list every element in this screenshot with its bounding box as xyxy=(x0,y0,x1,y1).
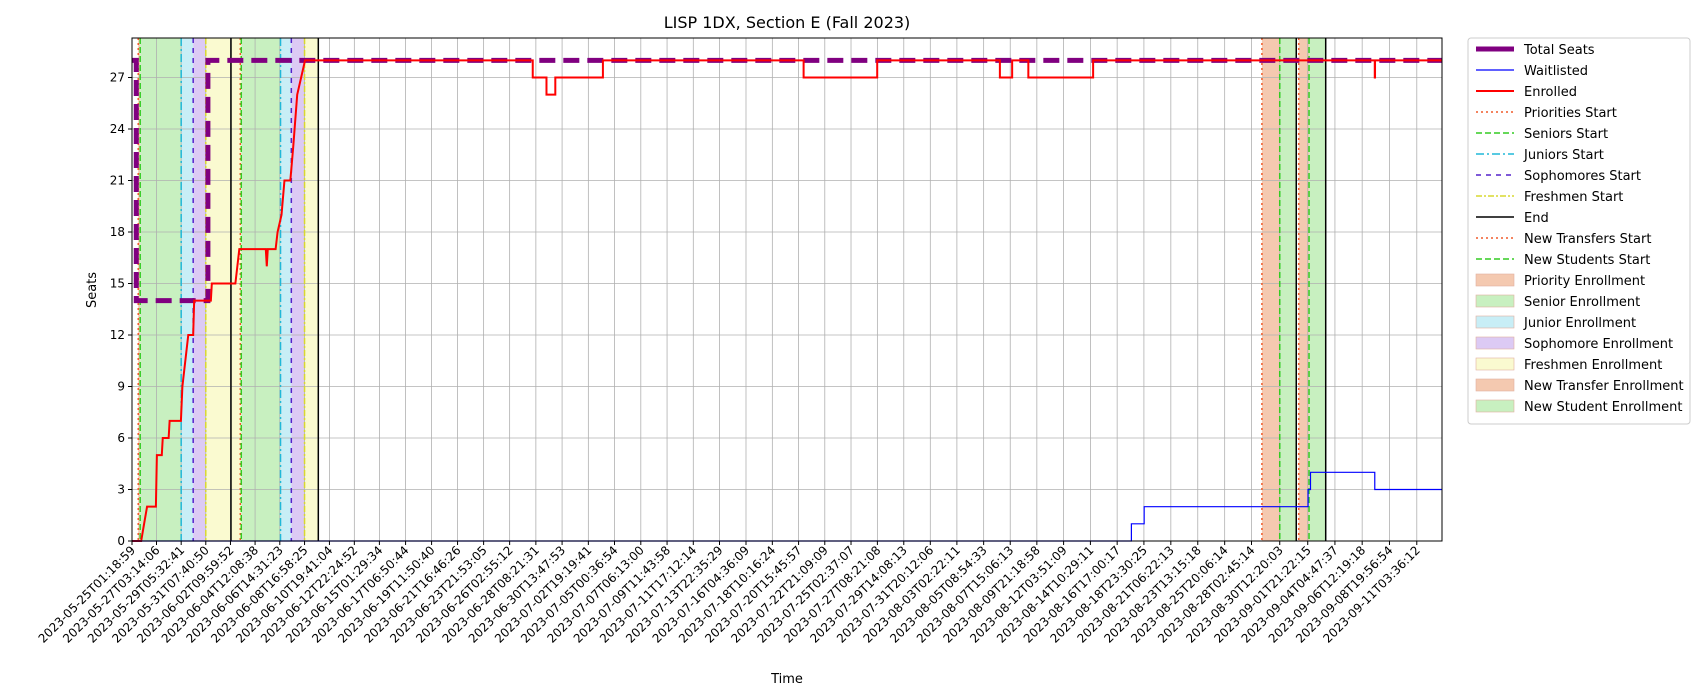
legend-label: Freshmen Enrollment xyxy=(1524,358,1662,373)
axes xyxy=(131,37,1443,542)
phase-band xyxy=(291,38,305,541)
phase-band xyxy=(193,38,206,541)
plot-frame xyxy=(131,37,1443,542)
legend-label: Enrolled xyxy=(1524,85,1577,100)
legend-label: Priorities Start xyxy=(1524,106,1617,121)
y-tick-label: 9 xyxy=(117,379,125,393)
phase-band xyxy=(1261,38,1280,541)
legend-label: Priority Enrollment xyxy=(1524,274,1645,289)
legend-swatch xyxy=(1475,294,1515,308)
phase-band xyxy=(1298,38,1310,541)
y-tick-label: 18 xyxy=(110,225,125,239)
legend-label: Sophomores Start xyxy=(1524,169,1641,184)
y-tick-label: 12 xyxy=(110,328,125,342)
legend-label: New Student Enrollment xyxy=(1524,400,1682,415)
legend-label: Junior Enrollment xyxy=(1523,316,1636,331)
legend-swatch xyxy=(1475,378,1515,392)
y-axis-label: Seats xyxy=(85,272,100,308)
legend-swatch xyxy=(1475,357,1515,371)
legend-box xyxy=(1467,37,1691,425)
legend-label: Seniors Start xyxy=(1524,127,1608,142)
plot-area xyxy=(132,38,1442,541)
y-tick-label: 24 xyxy=(110,122,125,136)
y-ticks: 0 3 6 9 12 15 18 21 24 27 xyxy=(110,70,132,548)
phase-band xyxy=(140,38,182,541)
y-tick-label: 27 xyxy=(110,70,125,84)
legend-label: New Transfers Start xyxy=(1524,232,1651,247)
legend-label: New Students Start xyxy=(1524,253,1650,268)
legend-label: End xyxy=(1524,211,1549,226)
phase-bands xyxy=(138,38,1326,541)
legend-label: Sophomore Enrollment xyxy=(1524,337,1673,352)
series-waitlisted xyxy=(132,471,1442,542)
phase-band xyxy=(230,38,242,541)
y-tick-label: 6 xyxy=(117,431,125,445)
chart-title: LISP 1DX, Section E (Fall 2023) xyxy=(664,13,911,32)
legend-label: New Transfer Enrollment xyxy=(1524,379,1684,394)
x-axis-label: Time xyxy=(770,672,803,687)
legend-label: Juniors Start xyxy=(1523,148,1604,163)
phase-band xyxy=(280,38,292,541)
series-total-seats xyxy=(132,57,1442,304)
phase-band xyxy=(1279,38,1297,541)
y-tick-label: 3 xyxy=(117,482,125,496)
legend-swatch xyxy=(1475,399,1515,413)
legend-label: Waitlisted xyxy=(1524,64,1588,79)
legend-label: Total Seats xyxy=(1523,43,1595,58)
phase-band xyxy=(304,38,319,541)
legend-swatch xyxy=(1475,315,1515,329)
phase-band xyxy=(241,38,281,541)
phase-band xyxy=(138,38,141,541)
y-tick-label: 0 xyxy=(117,534,125,548)
phase-marker-lines xyxy=(137,38,1327,541)
series-enrolled xyxy=(132,59,1442,542)
y-tick-label: 21 xyxy=(110,173,125,187)
legend-swatch xyxy=(1475,273,1515,287)
legend-label: Freshmen Start xyxy=(1524,190,1623,205)
legend: Total Seats Waitlisted Enrolled Priorities … xyxy=(1467,37,1691,425)
y-tick-label: 15 xyxy=(110,276,125,290)
phase-band xyxy=(181,38,194,541)
plot-background xyxy=(132,38,1442,541)
phase-band xyxy=(1309,38,1326,541)
legend-label: Senior Enrollment xyxy=(1524,295,1640,310)
x-ticks: 2023-05-25T01:18:592023-05-27T03:14:0620… xyxy=(36,541,1423,646)
data-series xyxy=(132,57,1442,542)
legend-swatch xyxy=(1475,336,1515,350)
